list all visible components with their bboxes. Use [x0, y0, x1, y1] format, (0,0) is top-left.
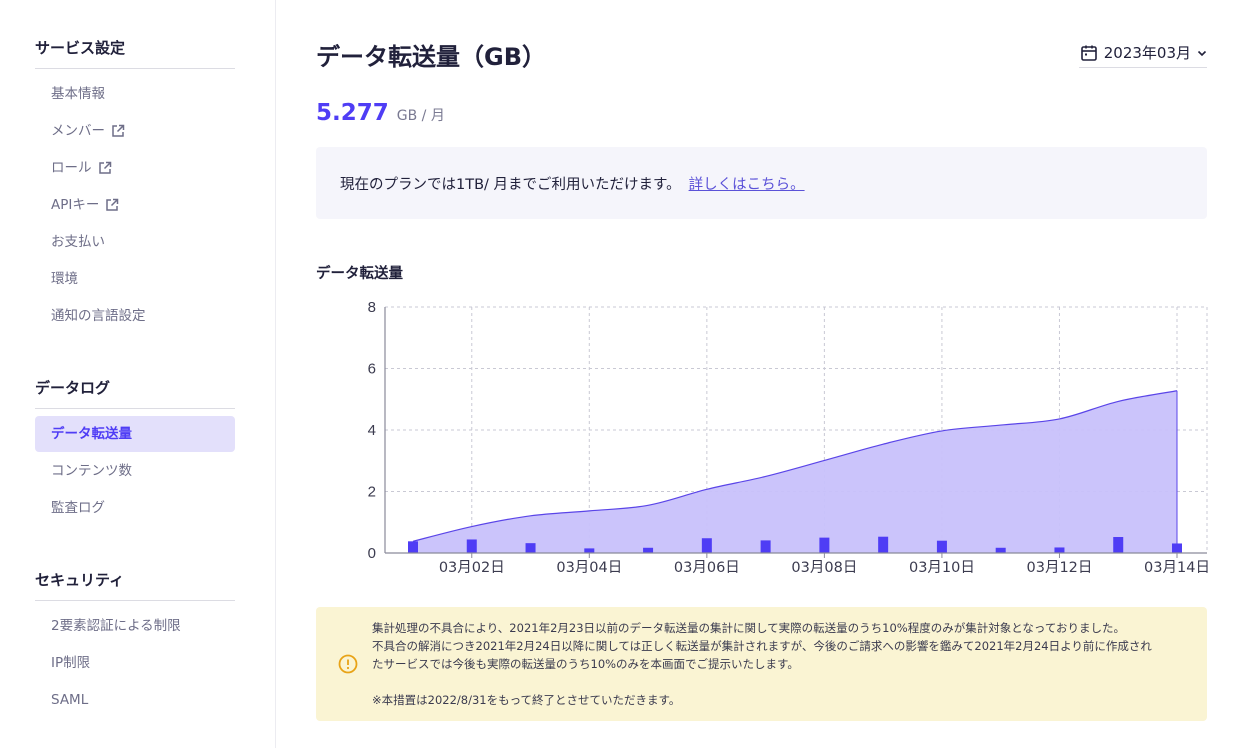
external-link-icon	[106, 198, 119, 211]
x-tick-label: 03月12日	[1027, 560, 1093, 576]
bar	[408, 541, 418, 553]
sidebar-item-basic-info[interactable]: 基本情報	[35, 76, 235, 112]
x-tick-label: 03月04日	[556, 560, 622, 576]
sidebar-item-label: APIキー	[51, 197, 100, 213]
sidebar-item-label: データ転送量	[51, 426, 132, 442]
month-picker-value: 2023年03月	[1103, 44, 1191, 62]
sidebar-item-notification-language[interactable]: 通知の言語設定	[35, 298, 235, 334]
bar	[819, 537, 830, 553]
notice-line: ※本措置は2022/8/31をもって終了とさせていただきます。	[372, 693, 681, 707]
notice-line: 集計処理の不具合により、2021年2月23日以前のデータ転送量の集計に関して実際…	[372, 621, 1125, 635]
plan-details-link[interactable]: 詳しくはこちら。	[688, 176, 805, 193]
main-content: データ転送量（GB） 2023年03月 5.277 GB / 月 現在のプランで…	[276, 0, 1240, 748]
x-tick-label: 03月14日	[1144, 560, 1210, 576]
sidebar-item-label: コンテンツ数	[51, 463, 132, 479]
section-title-service-settings: サービス設定	[35, 37, 235, 69]
notice-line: 不具合の解消につき2021年2月24日以降に関しては正しく転送量が集計されますが…	[372, 639, 1152, 653]
y-tick-label: 6	[368, 361, 376, 378]
warning-circle-icon	[338, 654, 358, 674]
sidebar-item-audit-log[interactable]: 監査ログ	[35, 490, 235, 526]
plan-info-box: 現在のプランでは1TB/ 月までご利用いただけます。 詳しくはこちら。	[316, 147, 1207, 219]
y-tick-label: 8	[368, 299, 376, 316]
sidebar-item-payment[interactable]: お支払い	[35, 224, 235, 260]
sidebar: サービス設定 基本情報 メンバー ロール APIキー お支払い 環境 通知の言語…	[0, 0, 276, 748]
section-title-data-log: データログ	[35, 377, 235, 409]
bar	[1113, 537, 1124, 553]
y-tick-label: 2	[368, 484, 376, 501]
sidebar-item-label: 2要素認証による制限	[51, 618, 181, 634]
notice-line: たサービスでは今後も実際の転送量のうち10%のみを本画面でご提示いたします。	[372, 657, 799, 671]
sidebar-item-label: 監査ログ	[51, 500, 105, 516]
sidebar-item-members[interactable]: メンバー	[35, 113, 235, 149]
bar	[760, 540, 771, 553]
x-tick-label: 03月08日	[791, 560, 857, 576]
area-line	[412, 390, 1178, 542]
sidebar-item-environment[interactable]: 環境	[35, 261, 235, 297]
bar	[1054, 547, 1065, 553]
sidebar-item-label: メンバー	[51, 123, 105, 139]
sidebar-item-label: SAML	[51, 692, 89, 708]
sidebar-item-ip-restriction[interactable]: IP制限	[35, 645, 235, 681]
x-tick-label: 03月10日	[909, 560, 975, 576]
bar	[936, 540, 947, 553]
data-transfer-chart: 0 2 4 6 8 03月02日 03月04日 03月06日 03月08日 03月10日 03月12…	[368, 299, 1210, 576]
monthly-total-unit: GB / 月	[396, 108, 445, 124]
section-title-security: セキュリティ	[35, 569, 235, 601]
x-tick-label: 03月06日	[674, 560, 740, 576]
external-link-icon	[112, 124, 125, 137]
bar	[995, 547, 1006, 553]
bar	[525, 543, 536, 553]
sidebar-item-label: 基本情報	[51, 86, 105, 102]
x-tick-label: 03月02日	[439, 560, 505, 576]
y-tick-label: 4	[368, 422, 376, 439]
y-tick-label: 0	[368, 545, 376, 562]
bar	[643, 547, 654, 553]
sidebar-item-label: IP制限	[51, 655, 91, 671]
monthly-total-value: 5.277	[316, 100, 389, 126]
sidebar-item-label: 通知の言語設定	[51, 308, 146, 324]
sidebar-item-content-count[interactable]: コンテンツ数	[35, 453, 235, 489]
sidebar-item-label: 環境	[51, 271, 78, 287]
sidebar-item-api-keys[interactable]: APIキー	[35, 187, 235, 223]
monthly-total: 5.277 GB / 月	[316, 100, 445, 126]
bar	[1172, 543, 1182, 553]
sidebar-item-roles[interactable]: ロール	[35, 150, 235, 186]
chevron-down-icon	[1197, 50, 1207, 56]
sidebar-item-label: お支払い	[51, 234, 105, 250]
month-picker[interactable]: 2023年03月	[1079, 38, 1207, 68]
plan-info-text: 現在のプランでは1TB/ 月までご利用いただけます。	[340, 176, 681, 193]
bar	[878, 536, 889, 553]
sidebar-item-label: ロール	[51, 160, 92, 176]
sidebar-item-saml[interactable]: SAML	[35, 682, 235, 718]
sidebar-item-data-transfer[interactable]: データ転送量	[35, 416, 235, 452]
notice-box: 集計処理の不具合により、2021年2月23日以前のデータ転送量の集計に関して実際…	[316, 607, 1207, 721]
calendar-icon	[1080, 45, 1097, 61]
sidebar-item-2fa[interactable]: 2要素認証による制限	[35, 608, 235, 644]
chart-title: データ転送量	[316, 266, 403, 282]
page-title: データ転送量（GB）	[316, 43, 546, 71]
bar	[584, 548, 595, 553]
bar	[466, 539, 477, 553]
bar	[701, 538, 712, 553]
external-link-icon	[98, 161, 111, 174]
area-fill	[413, 390, 1177, 553]
